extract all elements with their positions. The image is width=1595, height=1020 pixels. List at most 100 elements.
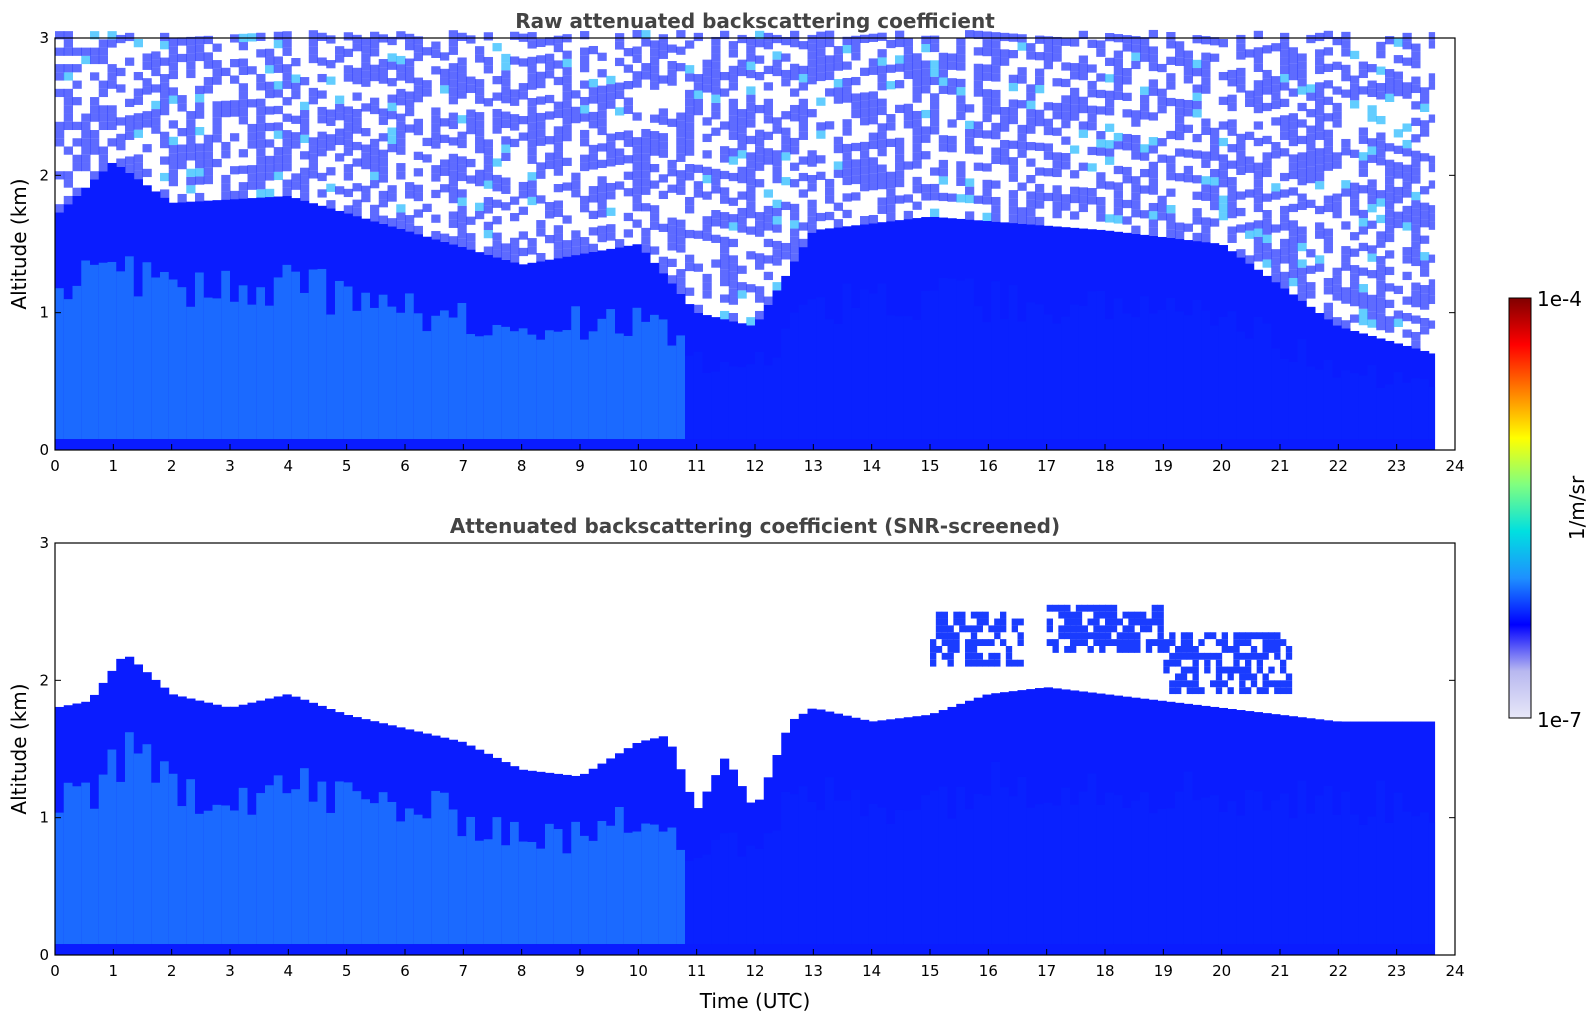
- noise-cell: [536, 96, 546, 105]
- backscatter-cell: [571, 821, 581, 945]
- noise-cell: [1192, 133, 1202, 143]
- noise-cell: [790, 253, 800, 262]
- noise-cell: [72, 154, 82, 163]
- noise-cell: [1288, 253, 1298, 262]
- noise-cell: [562, 91, 572, 101]
- backscatter-cell: [1332, 377, 1342, 440]
- noise-cell: [282, 64, 292, 73]
- elevated-layer-cell: [935, 632, 943, 640]
- elevated-layer-cell: [1175, 652, 1182, 660]
- noise-cell: [1376, 256, 1386, 265]
- noise-cell: [1131, 118, 1141, 127]
- noise-cell: [658, 149, 668, 158]
- noise-cell: [1297, 234, 1307, 243]
- noise-cell: [1306, 133, 1316, 143]
- noise-cell: [877, 131, 887, 140]
- noise-cell: [1428, 320, 1436, 329]
- noise-cell: [938, 61, 948, 70]
- noise-cell: [606, 84, 616, 93]
- noise-cell: [553, 249, 563, 259]
- backscatter-cell: [1192, 299, 1202, 440]
- noise-cell: [711, 78, 721, 87]
- backscatter-cell: [571, 306, 581, 440]
- noise-cell: [755, 129, 765, 138]
- noise-cell: [1323, 162, 1333, 171]
- noise-cell: [256, 106, 266, 116]
- noise-cell: [186, 45, 196, 54]
- noise-cell: [737, 150, 747, 159]
- noise-cell: [1096, 48, 1106, 57]
- noise-cell: [632, 71, 642, 80]
- noise-cell: [553, 208, 563, 217]
- noise-cell: [746, 160, 756, 169]
- backscatter-cell: [1008, 223, 1018, 450]
- noise-cell: [1148, 62, 1158, 72]
- noise-cell: [641, 145, 651, 154]
- noise-cell: [230, 75, 240, 84]
- noise-cell: [1306, 142, 1316, 151]
- noise-cell: [973, 195, 983, 204]
- noise-cell: [1122, 216, 1132, 225]
- noise-cell: [326, 183, 336, 192]
- noise-cell: [571, 90, 581, 99]
- noise-cell: [868, 107, 878, 117]
- noise-cell: [1061, 103, 1071, 112]
- noise-cell: [440, 85, 450, 94]
- elevated-layer-cell: [1087, 618, 1094, 626]
- noise-cell: [1113, 198, 1123, 208]
- noise-cell: [860, 166, 870, 175]
- x-tick-label: 23: [1387, 457, 1406, 475]
- noise-cell: [1017, 75, 1027, 84]
- noise-cell: [98, 146, 108, 155]
- noise-cell: [177, 128, 187, 137]
- elevated-layer-cell: [1262, 646, 1269, 653]
- elevated-layer-cell: [1250, 680, 1258, 688]
- elevated-layer-cell: [1175, 659, 1182, 667]
- noise-cell: [1402, 247, 1412, 256]
- elevated-layer-cell: [970, 646, 978, 653]
- noise-cell: [833, 219, 843, 228]
- noise-cell: [1148, 186, 1158, 195]
- backscatter-cell: [1078, 305, 1088, 440]
- noise-cell: [676, 186, 686, 195]
- backscatter-cell: [63, 299, 73, 440]
- noise-cell: [457, 189, 467, 198]
- noise-cell: [1262, 210, 1272, 219]
- noise-cell: [1428, 221, 1436, 230]
- noise-cell: [133, 170, 143, 180]
- noise-cell: [903, 37, 913, 47]
- noise-cell: [877, 98, 887, 107]
- elevated-layer-cell: [1157, 618, 1164, 626]
- noise-cell: [370, 64, 380, 73]
- noise-cell: [1175, 41, 1185, 50]
- noise-cell: [597, 192, 607, 201]
- noise-cell: [1070, 63, 1080, 72]
- noise-cell: [413, 151, 423, 160]
- noise-cell: [685, 147, 695, 156]
- noise-cell: [177, 160, 187, 170]
- backscatter-cell: [833, 800, 843, 945]
- elevated-layer-cell: [994, 652, 1001, 660]
- noise-cell: [510, 56, 520, 65]
- noise-cell: [1428, 254, 1436, 263]
- noise-cell: [580, 129, 590, 139]
- noise-cell: [160, 107, 170, 116]
- backscatter-cell: [991, 221, 1001, 450]
- elevated-layer-cell: [1075, 632, 1083, 640]
- noise-cell: [1420, 252, 1430, 261]
- backscatter-cell: [1297, 339, 1307, 440]
- noise-cell: [1061, 95, 1071, 104]
- noise-cell: [1350, 248, 1360, 257]
- x-tick-label: 19: [1154, 457, 1173, 475]
- noise-cell: [212, 76, 222, 85]
- noise-cell: [1218, 170, 1228, 180]
- noise-cell: [755, 55, 765, 64]
- x-tick-label: 1: [109, 457, 119, 475]
- elevated-layer-cell: [1210, 680, 1217, 688]
- backscatter-cell: [1420, 379, 1430, 440]
- noise-cell: [860, 183, 870, 192]
- noise-cell: [1288, 71, 1298, 81]
- noise-cell: [702, 282, 712, 291]
- backscatter-cell: [1428, 721, 1436, 955]
- elevated-layer-cell: [1210, 632, 1217, 640]
